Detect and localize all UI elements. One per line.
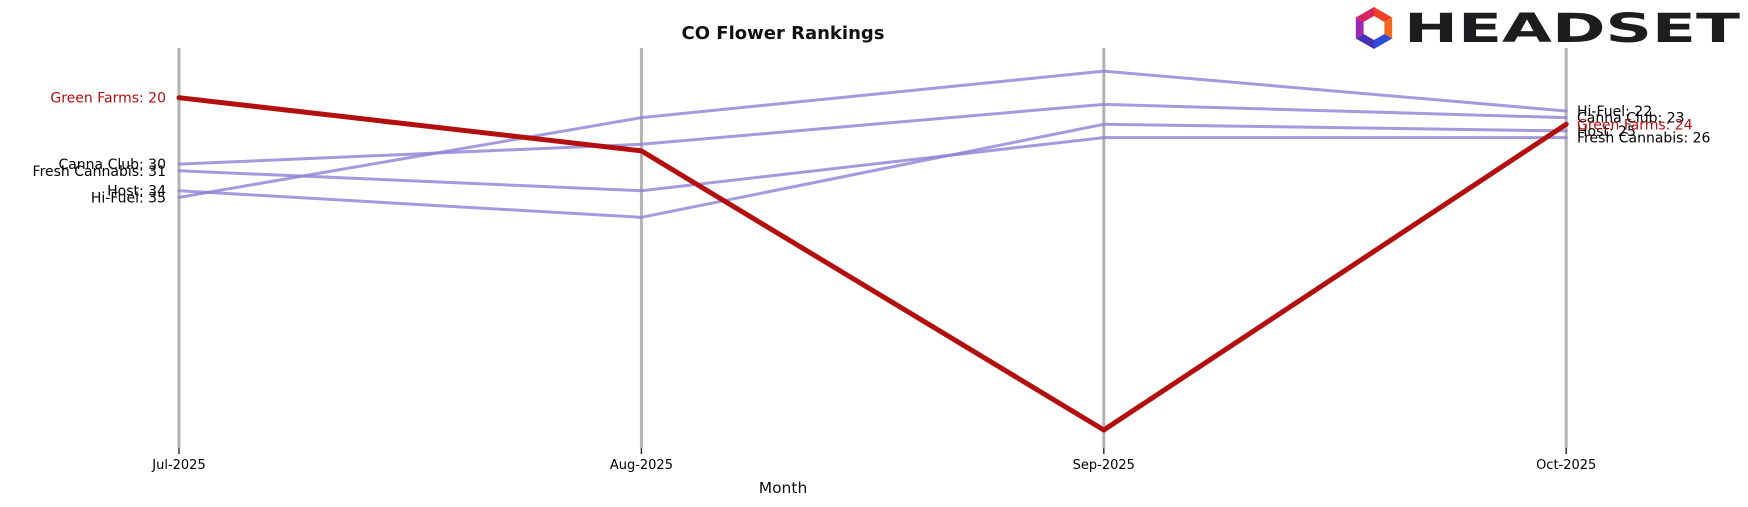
- logo-hex-segment: [1374, 7, 1393, 22]
- x-tick-labels-layer: Jul-2025 Aug-2025 Sep-2025 Oct-2025: [151, 458, 1596, 473]
- series-line-canna-club: [177, 102, 1568, 166]
- left-label: Host: 34: [107, 184, 166, 200]
- series-line-hi-fuel: [177, 69, 1568, 199]
- right-label: Host: 25: [1577, 124, 1636, 140]
- x-tick-label: Oct-2025: [1536, 458, 1596, 473]
- x-axis-label: Month: [759, 479, 808, 497]
- series-line-fresh-cannabis: [177, 136, 1568, 193]
- logo-hex-segment: [1355, 7, 1374, 22]
- left-label: Green Farms: 20: [50, 91, 166, 107]
- right-label: Canna Club: 23: [1577, 111, 1685, 127]
- logo-hex-segment: [1355, 17, 1364, 39]
- left-label: Canna Club: 30: [58, 157, 166, 173]
- headset-logo-text: HEADSET: [1404, 6, 1741, 52]
- series-line-green-farms: [176, 95, 1569, 433]
- headset-logo-icon: [1355, 7, 1393, 49]
- month-axes-layer: [177, 48, 1568, 454]
- x-tick-label: Aug-2025: [610, 458, 673, 473]
- logo-hex-segment: [1384, 17, 1393, 39]
- series-line-host: [177, 122, 1568, 219]
- right-label: Hi-Fuel: 22: [1577, 104, 1652, 120]
- x-tick-label: Sep-2025: [1073, 458, 1135, 473]
- logo-hex-segment: [1355, 34, 1374, 49]
- headset-logo: HEADSET: [1355, 6, 1741, 52]
- left-label: Fresh Cannabis: 31: [33, 164, 166, 180]
- logo-hex-segment: [1374, 34, 1393, 49]
- right-label: Fresh Cannabis: 26: [1577, 131, 1711, 147]
- x-tick-label: Jul-2025: [151, 458, 205, 473]
- right-label: Green Farms: 24: [1577, 117, 1693, 133]
- ranking-lines-layer: [176, 69, 1569, 433]
- chart-title: CO Flower Rankings: [682, 23, 885, 44]
- left-label: Hi-Fuel: 35: [91, 190, 166, 206]
